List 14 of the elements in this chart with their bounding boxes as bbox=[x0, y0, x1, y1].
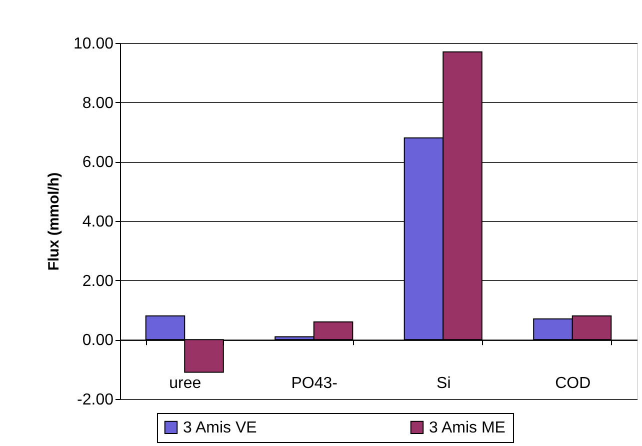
y-axis-title: Flux (mmol/h) bbox=[45, 172, 62, 271]
y-tick-label: 8.00 bbox=[82, 94, 114, 112]
x-tick-label: COD bbox=[555, 375, 591, 392]
y-tick-label: 0.00 bbox=[82, 332, 114, 350]
y-tick-label: 10.00 bbox=[73, 36, 114, 52]
y-tick-label: 4.00 bbox=[82, 214, 114, 230]
x-tick-label: PO43- bbox=[291, 375, 338, 392]
y-tick-label: 2.00 bbox=[82, 272, 114, 290]
x-tick-label: uree bbox=[169, 375, 202, 392]
y-tick-label: -2.00 bbox=[77, 392, 114, 408]
legend-label: 3 Amis VE bbox=[183, 419, 257, 436]
y-tick-label: 6.00 bbox=[82, 154, 114, 172]
x-tick-label: Si bbox=[436, 375, 451, 392]
legend-label: 3 Amis ME bbox=[429, 419, 506, 436]
